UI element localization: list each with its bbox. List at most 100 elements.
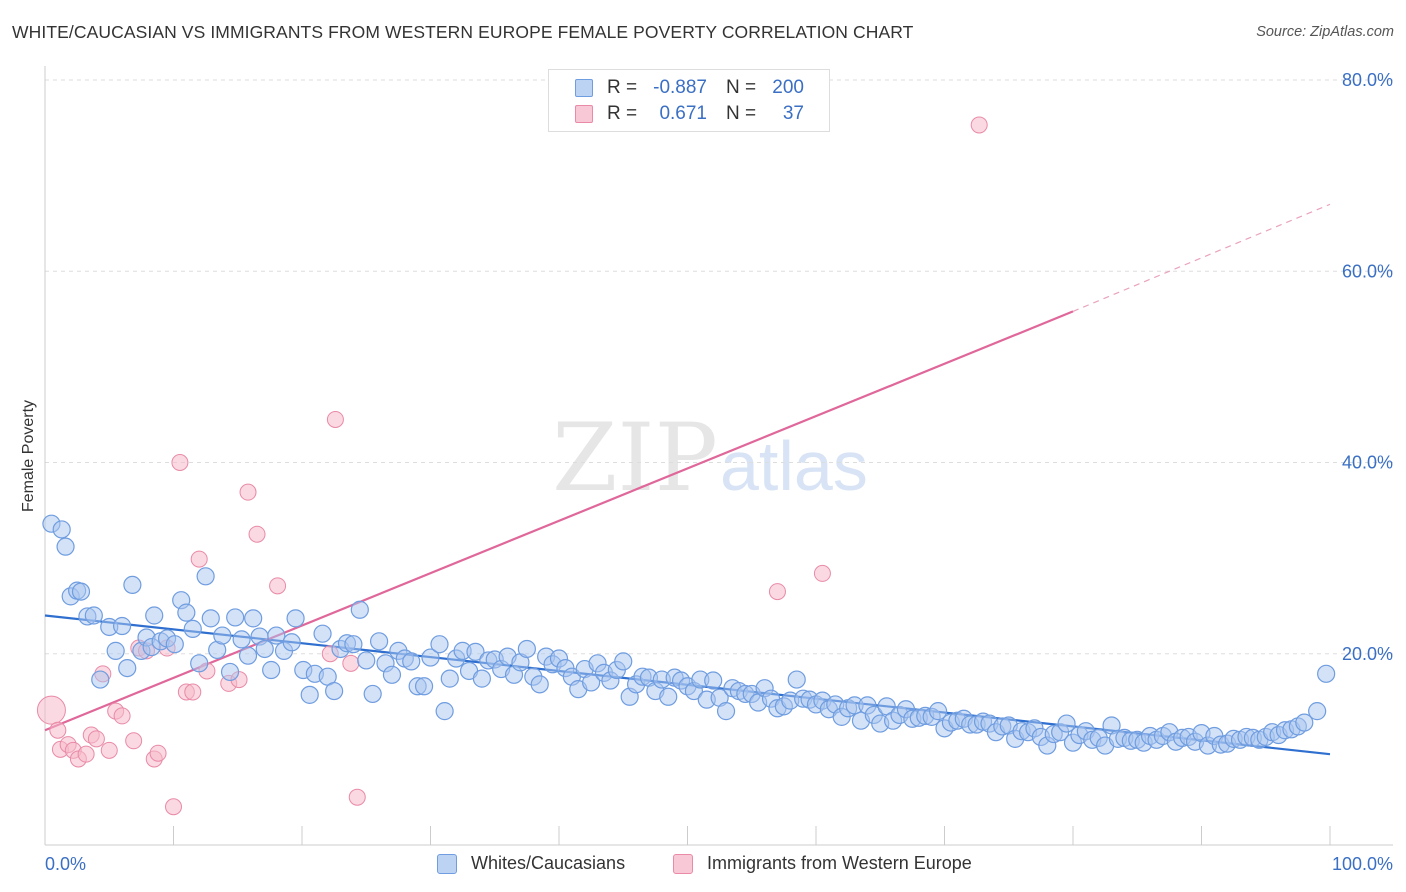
blue-point <box>190 654 209 673</box>
blue-point <box>220 662 240 682</box>
blue-point <box>226 608 245 627</box>
blue-point <box>244 609 263 628</box>
blue-point <box>112 616 132 636</box>
blue-point <box>430 635 449 654</box>
blue-point <box>1317 664 1336 683</box>
blue-point <box>71 582 91 601</box>
blue-point <box>350 600 369 619</box>
pink-point <box>184 683 202 701</box>
n-label: N = <box>726 77 757 98</box>
blue-point <box>1057 714 1076 733</box>
pink-point <box>813 564 831 582</box>
blue-point <box>84 606 103 625</box>
pink-trend-line <box>44 310 1074 732</box>
blue-point <box>787 670 806 689</box>
blue-point <box>357 651 376 670</box>
blue-point <box>704 671 723 690</box>
blue-point <box>177 603 196 622</box>
blue-point <box>196 567 215 586</box>
blue-point <box>402 652 421 671</box>
pink-point <box>125 732 143 750</box>
y-tick-label: 60.0% <box>1342 261 1393 281</box>
pink-point <box>342 654 360 672</box>
blue-point <box>344 635 363 654</box>
r-label: R = <box>607 103 638 124</box>
n-label: N = <box>726 103 757 124</box>
blue-point <box>1308 702 1327 721</box>
gridlines <box>45 79 1393 655</box>
legend-row-pink: R = 0.671 N = 37 <box>549 101 829 127</box>
blue-point <box>300 685 319 704</box>
y-tick-label: 20.0% <box>1342 644 1393 664</box>
r-label: R = <box>607 77 638 98</box>
pink-point <box>326 410 344 428</box>
blue-point <box>123 575 142 595</box>
watermark-atlas: atlas <box>720 427 868 505</box>
blue-points-layer <box>42 514 1336 755</box>
blue-swatch <box>575 79 593 97</box>
blue-point <box>382 665 402 684</box>
x-tick-label: 100.0% <box>1332 854 1393 874</box>
legend-label: Immigrants from Western Europe <box>707 853 972 873</box>
pink-point <box>100 741 118 759</box>
blue-point <box>363 684 382 704</box>
blue-point <box>282 633 301 652</box>
pink-point <box>149 744 167 762</box>
pink-swatch <box>673 854 693 874</box>
blue-point <box>435 702 454 721</box>
pink-point <box>239 483 257 501</box>
blue-point <box>517 639 536 659</box>
blue-point <box>52 520 71 539</box>
blue-point <box>106 641 125 660</box>
blue-point <box>255 639 274 659</box>
blue-point <box>165 635 184 654</box>
pink-point <box>171 454 189 471</box>
pink-point <box>348 788 366 806</box>
pink-point <box>113 707 131 725</box>
pink-point <box>248 525 266 543</box>
blue-point <box>118 658 137 678</box>
chart-title: WHITE/CAUCASIAN VS IMMIGRANTS FROM WESTE… <box>12 22 914 42</box>
blue-swatch <box>437 854 457 874</box>
legend-label: Whites/Caucasians <box>471 853 626 873</box>
source-text: Source: ZipAtlas.com <box>1256 24 1394 40</box>
blue-point <box>466 642 485 661</box>
blue-point <box>370 632 389 651</box>
blue-point <box>238 646 258 665</box>
watermark-zip: ZIP <box>552 404 718 513</box>
pink-point <box>87 730 105 748</box>
pink-point <box>768 583 786 601</box>
blue-point <box>267 626 286 645</box>
pink-point <box>36 695 66 725</box>
tick-labels: 20.0% 40.0% 60.0% 80.0% 0.0% 100.0% <box>45 70 1393 874</box>
y-axis-label: Female Poverty <box>20 400 37 512</box>
pink-point <box>165 798 182 816</box>
pink-point <box>190 550 208 568</box>
blue-point <box>286 609 305 628</box>
blue-point <box>472 669 491 688</box>
blue-point <box>530 675 549 694</box>
blue-point <box>421 648 440 667</box>
blue-point <box>928 702 948 721</box>
blue-point <box>1295 713 1314 732</box>
blue-point <box>614 652 633 671</box>
y-tick-label: 80.0% <box>1342 70 1393 90</box>
pink-point <box>49 721 67 739</box>
r-value: -0.887 <box>653 77 707 98</box>
blue-point <box>91 670 110 689</box>
blue-point <box>183 619 202 638</box>
blue-point <box>414 677 434 696</box>
pink-point <box>269 577 287 595</box>
blue-point <box>440 669 459 688</box>
blue-point <box>232 630 251 649</box>
pink-swatch <box>575 105 593 123</box>
blue-point <box>313 624 332 643</box>
pink-point <box>970 116 988 134</box>
x-tick-label: 0.0% <box>45 854 86 874</box>
blue-point <box>716 702 736 721</box>
pink-point <box>77 745 95 763</box>
pink-points-layer <box>36 116 988 816</box>
blue-point <box>213 626 232 645</box>
blue-point <box>325 681 344 701</box>
